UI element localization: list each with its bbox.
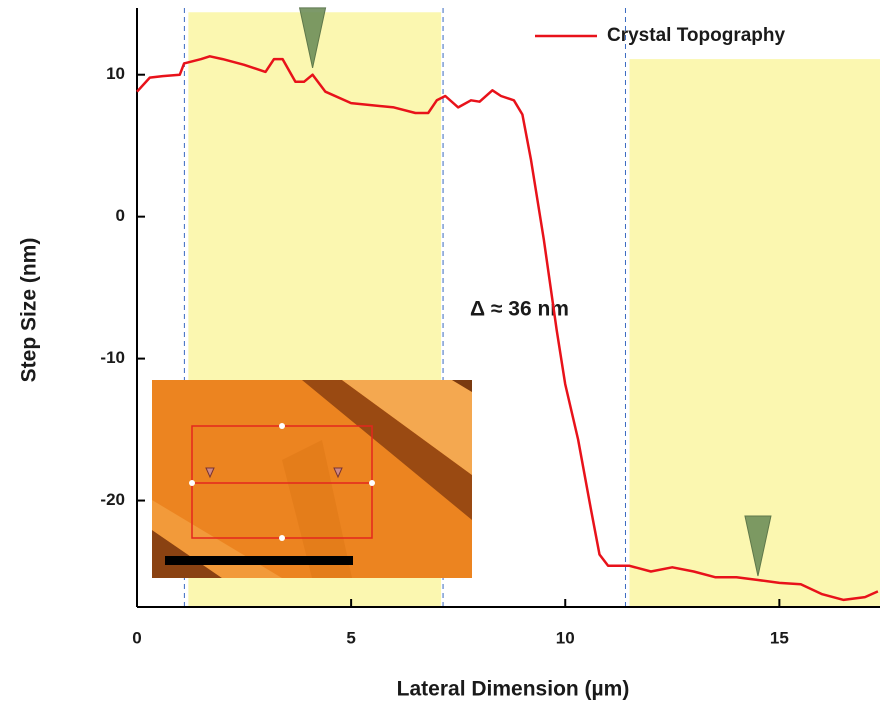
afm-inset	[152, 380, 472, 578]
page: Lateral Dimension (µm) Step Size (nm) Δ …	[0, 0, 880, 713]
inset-handle	[279, 535, 285, 541]
x-axis-label: Lateral Dimension (µm)	[397, 678, 630, 701]
x-tick-label: 0	[132, 628, 141, 647]
inset-handle	[369, 480, 375, 486]
y-tick-label: -10	[100, 348, 125, 367]
x-tick-label: 5	[346, 628, 355, 647]
scale-bar	[165, 556, 353, 565]
inset-handle	[189, 480, 195, 486]
y-tick-label: 10	[106, 64, 125, 83]
y-axis-label: Step Size (nm)	[18, 238, 41, 383]
y-tick-label: -20	[100, 490, 125, 509]
x-tick-label: 10	[556, 628, 575, 647]
inset-handle	[279, 423, 285, 429]
y-tick-label: 0	[116, 206, 125, 225]
chart: Lateral Dimension (µm) Step Size (nm) Δ …	[0, 0, 880, 708]
x-tick-label: 15	[770, 628, 789, 647]
legend-label: Crystal Topography	[607, 25, 785, 46]
